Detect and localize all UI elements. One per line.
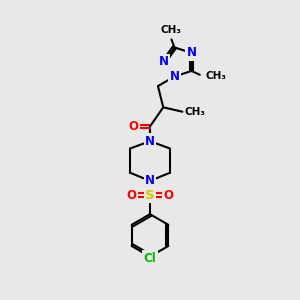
Text: S: S: [145, 188, 155, 202]
Text: CH₃: CH₃: [161, 25, 182, 35]
Text: O: O: [127, 188, 137, 202]
Text: Cl: Cl: [144, 252, 156, 265]
Text: N: N: [187, 46, 196, 59]
Text: O: O: [163, 188, 173, 202]
Text: N: N: [159, 56, 169, 68]
Text: N: N: [145, 135, 155, 148]
Text: CH₃: CH₃: [185, 107, 206, 117]
Text: CH₃: CH₃: [205, 71, 226, 81]
Text: N: N: [169, 70, 179, 83]
Text: N: N: [145, 174, 155, 188]
Text: O: O: [129, 120, 139, 133]
